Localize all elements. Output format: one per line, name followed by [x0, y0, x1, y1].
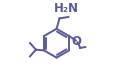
Text: O: O	[71, 35, 81, 48]
Text: H₂N: H₂N	[54, 2, 79, 15]
